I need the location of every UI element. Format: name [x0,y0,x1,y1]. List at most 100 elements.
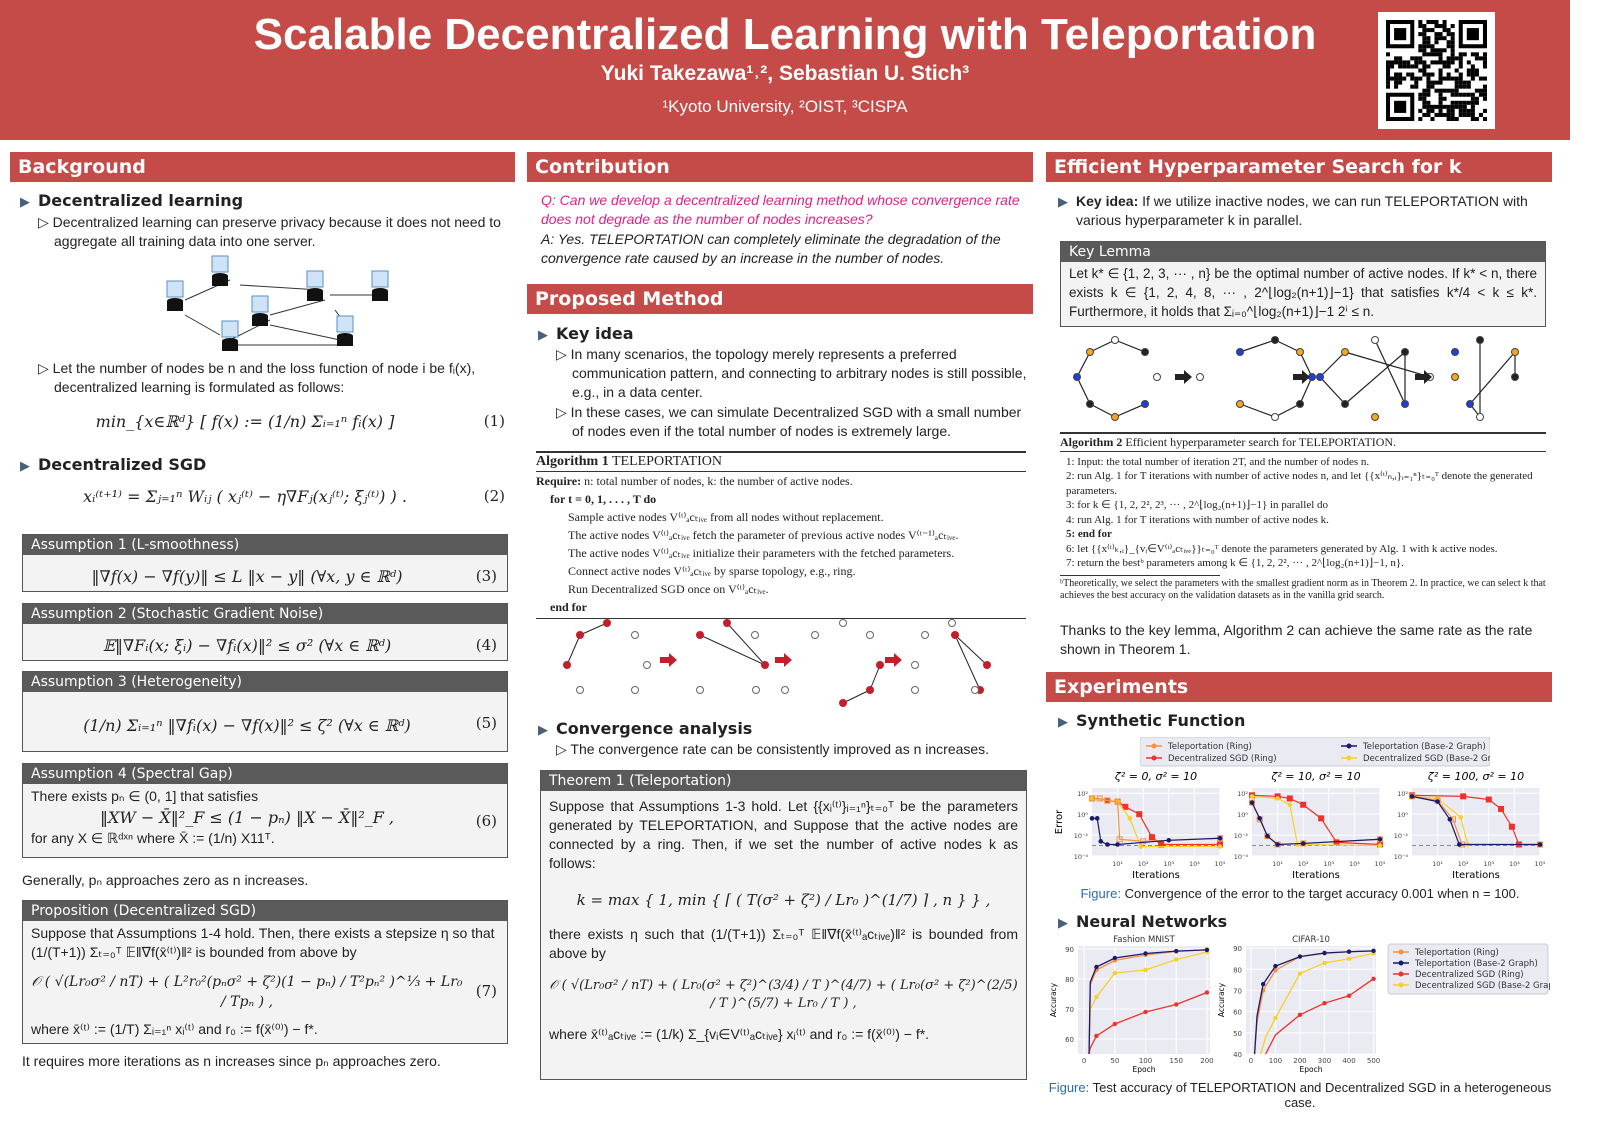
edge [579,622,608,636]
assumption-3-eq: (1/n) Σᵢ₌₁ⁿ ‖∇fᵢ(x) − ∇f(x)‖² ≤ ζ² (∀x ∈… [83,716,411,735]
node [1341,348,1349,356]
x-tick-label: 10⁵ [1375,860,1386,868]
edge [1089,403,1116,418]
qr-module [1442,64,1447,69]
qr-module [1470,64,1475,69]
qr-module [1462,104,1467,109]
x-tick-label: 10¹ [1272,860,1283,868]
key-lemma-box: Key Lemma Let k* ∈ {1, 2, 3, ··· , n} be… [1060,241,1546,327]
convergence-bullet: ▷ The convergence rate can be consistent… [556,741,990,757]
qr-module [1418,56,1423,61]
qr-module [1422,92,1427,97]
assumption-3-title: Assumption 3 (Heterogeneity) [23,672,507,692]
data-point [1377,843,1383,848]
data-point [1286,795,1293,802]
qr-module [1406,72,1411,77]
node [1086,348,1094,356]
qr-module [1438,80,1443,85]
qr-module [1462,112,1467,117]
qr-module [1446,72,1451,77]
equation-5-number: (5) [475,714,497,732]
legend-label: Teleportation (Ring) [1414,948,1499,958]
equation-3-number: (3) [475,567,497,585]
heading-decentralized-learning: ▶ Decentralized learning [20,191,243,210]
qr-module [1434,52,1439,57]
assumption-4-post: for any X ∈ ℝᵈˣⁿ where X̄ := (1/n) X11ᵀ. [31,830,275,846]
node [1401,348,1409,356]
qr-module [1462,84,1467,89]
data-point [1322,960,1327,966]
qr-module [1458,108,1463,113]
bullet-triangle-icon: ▶ [538,723,548,738]
edge [1089,339,1116,353]
qr-module [1422,52,1427,57]
qr-module [1470,72,1475,77]
qr-module [1442,76,1447,81]
data-point [1127,816,1133,821]
x-tick-label: 10³ [1163,860,1174,868]
qr-module [1434,104,1439,109]
x-tick-label: 10³ [1323,860,1334,868]
bullet-text: In these cases, we can simulate Decentra… [570,404,1022,439]
qr-module [1450,40,1455,45]
y-tick-label: 10⁻⁴ [1074,853,1089,861]
theorem-p1: Suppose that Assumptions 1-3 hold. Let {… [549,798,1018,871]
qr-module [1454,80,1459,85]
x-tick-label: 10² [1458,860,1469,868]
edge [566,634,581,666]
edge [1274,403,1301,418]
x-tick-label: 400 [1342,1057,1355,1065]
heading-text: Decentralized SGD [38,455,207,474]
qr-module [1454,56,1459,61]
qr-module [1386,76,1391,81]
data-point [1300,801,1307,808]
qr-module [1426,108,1431,113]
qr-module [1438,48,1443,53]
active-node [866,686,874,694]
equation-1: min_{x∈ℝᵈ} [ f(x) := (1/n) Σᵢ₌₁ⁿ fᵢ(x) ] [95,412,395,431]
database-icon [372,291,388,301]
heading-convergence-analysis: ▶ Convergence analysis [538,719,752,738]
assumption-3-box: Assumption 3 (Heterogeneity) (1/n) Σᵢ₌₁ⁿ… [22,671,508,752]
qr-module [1458,72,1463,77]
data-point [1249,799,1255,806]
legend-label: Decentralized SGD (Base-2 Graph) [1415,981,1550,991]
qr-module [1422,88,1427,93]
qr-module [1482,92,1487,97]
series-line [1253,950,1374,1055]
chart-title: CIFAR-10 [1292,935,1330,945]
database-icon [252,316,268,326]
data-point [1265,833,1270,839]
end-for-line: end for [550,600,587,614]
y-tick-label: 70 [1065,1006,1074,1014]
y-tick-label: 10⁻⁴ [1394,853,1409,861]
bullet-text: In many scenarios, the topology merely r… [570,346,1027,400]
qr-module [1426,40,1431,45]
data-point [1333,839,1340,846]
chart-title: Fashion MNIST [1113,935,1175,945]
edge [1076,376,1091,405]
x-axis-label: Iterations [1292,870,1340,881]
arrow-right-icon [1175,370,1192,384]
section-hyperparameter-search: Efficient Hyperparameter Search for k [1046,152,1552,182]
qr-module [1438,96,1443,101]
qr-code[interactable] [1378,12,1495,129]
qr-module [1430,44,1435,49]
qr-module [1458,76,1463,81]
qr-module [1398,80,1403,85]
algorithm-1-label: Algorithm 1 [536,454,609,469]
qr-module [1438,52,1443,57]
legend-marker [1398,971,1404,977]
y-tick-label: 10⁻² [1394,832,1409,840]
p2-text: Let the number of nodes be n and the los… [52,360,476,395]
active-node [839,699,847,707]
qr-module [1442,88,1447,93]
qr-module [1466,68,1471,73]
qr-module [1470,116,1475,121]
qr-module [1394,60,1399,65]
data-point [1143,951,1148,956]
generally-text: Generally, pₙ approaches zero as n incre… [22,872,309,888]
qr-finder-center [1394,28,1407,41]
qr-module [1426,52,1431,57]
alg2-line: 4: run Alg. 1 for T iterations with numb… [1066,513,1329,526]
